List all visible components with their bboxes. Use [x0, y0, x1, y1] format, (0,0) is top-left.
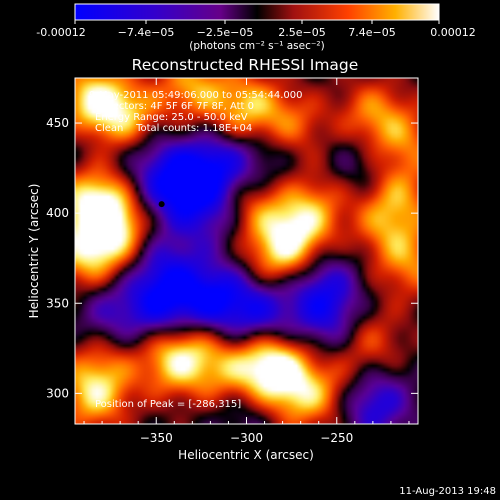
annotation-energy: Energy Range: 25.0 - 50.0 keV — [95, 112, 248, 123]
annotation-clean: Clean Total counts: 1.18E+04 — [95, 123, 252, 134]
footer-date: 11-Aug-2013 19:48 — [399, 486, 496, 497]
heatmap-image — [75, 78, 418, 424]
colorbar-tick-label: −7.4e−05 — [118, 26, 175, 39]
y-tick-label: 350 — [46, 296, 69, 310]
colorbar-tick-label: −2.5e−05 — [197, 26, 254, 39]
y-axis-label: Heliocentric Y (arcsec) — [27, 184, 41, 319]
peak-position-label: Position of Peak = [-286,315] — [95, 399, 241, 410]
annotation-detectors: Detectors: 4F 5F 6F 7F 8F, Att 0 — [95, 101, 254, 112]
marker-dot — [158, 201, 165, 208]
y-tick-label: 400 — [46, 206, 69, 220]
x-tick-label: −350 — [140, 431, 173, 445]
x-tick-label: −300 — [230, 431, 263, 445]
colorbar-unit-label: (photons cm⁻² s⁻¹ asec⁻²) — [189, 40, 324, 52]
chart-title: Reconstructed RHESSI Image — [132, 56, 359, 74]
y-tick-label: 450 — [46, 116, 69, 130]
x-tick-label: −250 — [320, 431, 353, 445]
colorbar-tick-label: -0.00012 — [36, 26, 85, 39]
colorbar-ticks — [74, 20, 440, 24]
x-axis-label: Heliocentric X (arcsec) — [178, 448, 314, 462]
colorbar-tick-label: 2.5e−05 — [278, 26, 325, 39]
colorbar-tick-label: 0.00012 — [430, 26, 476, 39]
y-tick-label: 300 — [46, 386, 69, 400]
colorbar — [74, 3, 440, 21]
colorbar-tick-label: 7.4e−05 — [348, 26, 395, 39]
x-axis: −350 −300 −250 — [83, 78, 410, 445]
annotation-time: 9-May-2011 05:49:06.000 to 05:54:44.000 — [89, 90, 302, 101]
y-axis: 300 350 400 450 — [46, 116, 418, 400]
